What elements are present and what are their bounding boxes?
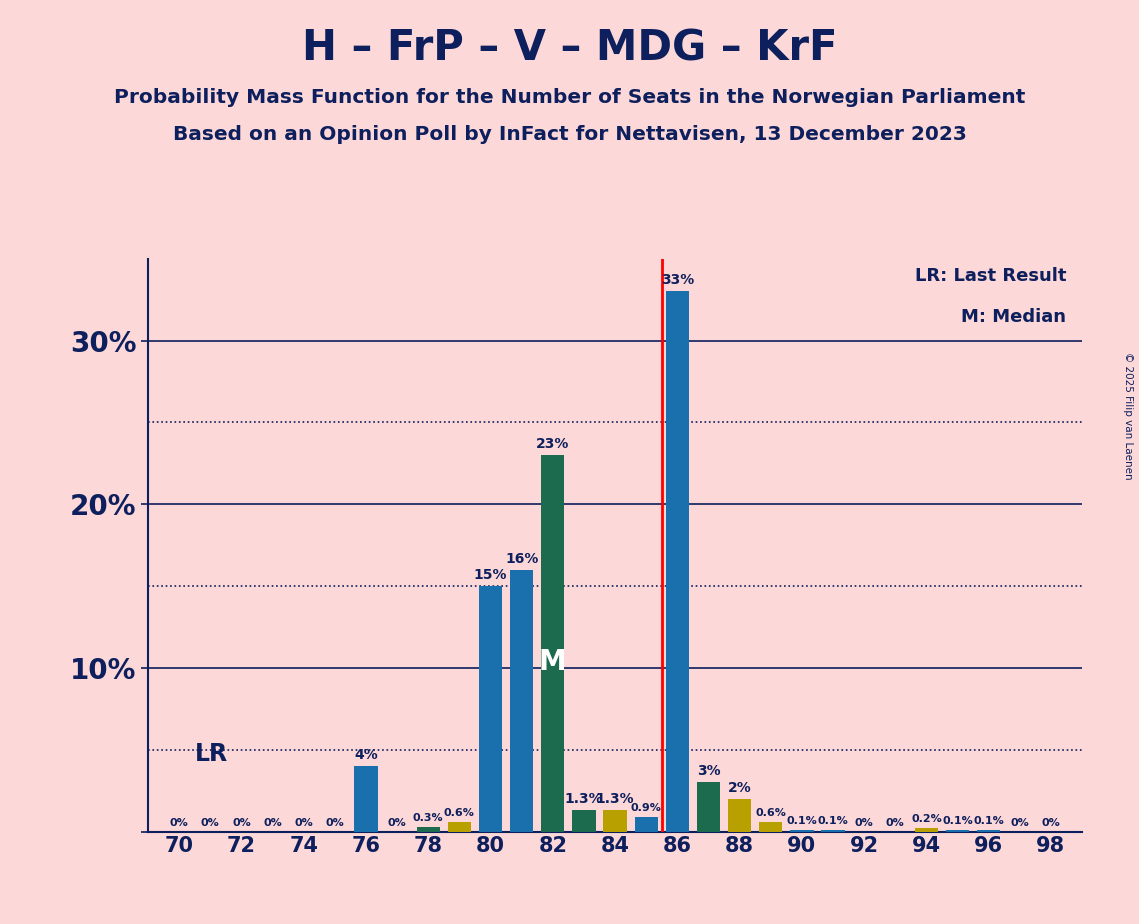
Text: 0%: 0% (263, 819, 282, 828)
Text: Based on an Opinion Poll by InFact for Nettavisen, 13 December 2023: Based on an Opinion Poll by InFact for N… (173, 125, 966, 144)
Bar (478, 586, 502, 832)
Bar (510, 570, 533, 832)
Bar (572, 810, 596, 832)
Text: Probability Mass Function for the Number of Seats in the Norwegian Parliament: Probability Mass Function for the Number… (114, 88, 1025, 107)
Text: 1.3%: 1.3% (565, 792, 604, 807)
Bar (697, 783, 720, 832)
Text: © 2025 Filip van Laenen: © 2025 Filip van Laenen (1123, 352, 1133, 480)
Bar (541, 456, 565, 832)
Text: H – FrP – V – MDG – KrF: H – FrP – V – MDG – KrF (302, 28, 837, 69)
Text: 3%: 3% (697, 764, 720, 778)
Text: 0%: 0% (326, 819, 344, 828)
Text: 0%: 0% (886, 819, 904, 828)
Text: 0.2%: 0.2% (911, 814, 942, 824)
Bar (417, 827, 440, 832)
Text: 0%: 0% (1010, 819, 1030, 828)
Text: 0.9%: 0.9% (631, 803, 662, 813)
Text: 23%: 23% (536, 437, 570, 451)
Text: 2%: 2% (728, 781, 752, 795)
Text: 0.1%: 0.1% (974, 816, 1003, 826)
Text: 0.1%: 0.1% (787, 816, 817, 826)
Bar (665, 291, 689, 832)
Text: 15%: 15% (474, 568, 507, 582)
Text: 0%: 0% (854, 819, 874, 828)
Text: 0.1%: 0.1% (818, 816, 849, 826)
Bar (448, 821, 472, 832)
Text: M: Median: M: Median (961, 308, 1066, 326)
Bar (790, 830, 813, 832)
Bar (945, 830, 969, 832)
Text: LR: Last Result: LR: Last Result (915, 267, 1066, 285)
Text: 4%: 4% (354, 748, 378, 762)
Text: 16%: 16% (505, 552, 539, 565)
Text: 0.6%: 0.6% (755, 808, 786, 818)
Bar (634, 817, 658, 832)
Text: 0%: 0% (170, 819, 189, 828)
Bar (604, 810, 626, 832)
Bar (354, 766, 378, 832)
Bar (728, 799, 752, 832)
Text: 0%: 0% (200, 819, 220, 828)
Text: 33%: 33% (661, 274, 694, 287)
Text: 0.6%: 0.6% (444, 808, 475, 818)
Text: 0%: 0% (1041, 819, 1060, 828)
Bar (821, 830, 845, 832)
Text: 1.3%: 1.3% (596, 792, 634, 807)
Bar (759, 821, 782, 832)
Text: 0%: 0% (387, 819, 407, 828)
Text: 0%: 0% (232, 819, 251, 828)
Text: 0%: 0% (294, 819, 313, 828)
Text: 0.3%: 0.3% (413, 812, 443, 822)
Text: LR: LR (195, 742, 228, 766)
Bar (977, 830, 1000, 832)
Text: M: M (539, 649, 566, 676)
Bar (915, 828, 939, 832)
Text: 0.1%: 0.1% (942, 816, 973, 826)
